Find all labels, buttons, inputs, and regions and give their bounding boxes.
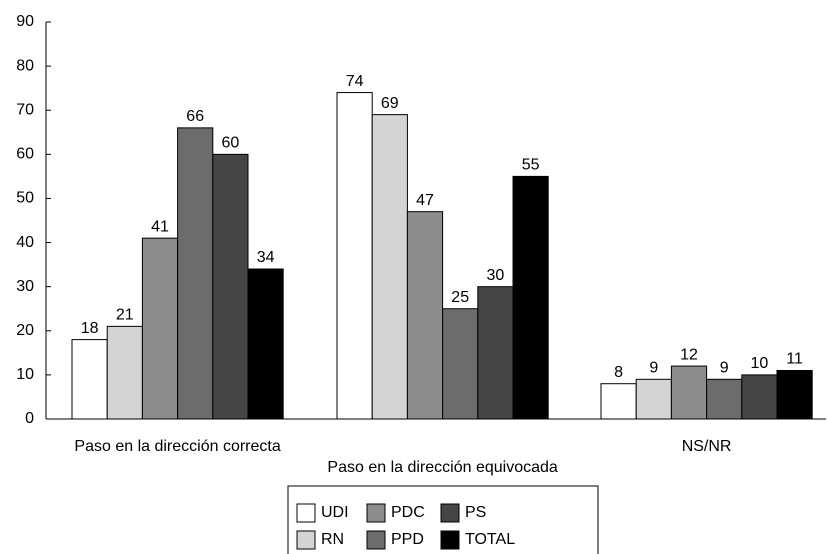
legend-swatch — [366, 503, 386, 523]
value-label: 21 — [116, 307, 134, 324]
value-label: 30 — [487, 267, 505, 284]
x-tick-label: Paso en la dirección correcta — [74, 438, 280, 455]
value-label: 41 — [151, 218, 169, 235]
value-label: 8 — [614, 364, 623, 381]
legend-label: TOTAL — [465, 531, 515, 548]
legend-swatch — [296, 530, 316, 550]
value-label: 66 — [186, 108, 204, 125]
bar — [600, 383, 637, 420]
bar — [71, 339, 108, 420]
bar — [406, 211, 444, 420]
bar — [141, 237, 179, 420]
value-label: 55 — [522, 157, 540, 174]
value-label: 10 — [751, 355, 769, 372]
value-label: 60 — [222, 135, 240, 152]
y-tick-label: 30 — [16, 278, 34, 295]
value-label: 9 — [649, 360, 658, 377]
x-tick-label: Paso en la dirección equivocada — [327, 459, 557, 476]
value-label: 34 — [257, 249, 275, 266]
value-label: 25 — [451, 289, 469, 306]
bar — [106, 325, 143, 420]
y-tick-label: 10 — [16, 366, 34, 383]
bar — [336, 92, 373, 420]
bar — [371, 114, 408, 420]
x-tick-label: NS/NR — [682, 438, 732, 455]
bar — [635, 378, 672, 420]
value-label: 47 — [416, 192, 434, 209]
bar — [741, 374, 778, 420]
y-tick-label: 70 — [16, 101, 34, 118]
bar — [212, 153, 249, 420]
y-tick-label: 50 — [16, 190, 34, 207]
bar — [670, 365, 708, 420]
legend-swatch — [440, 530, 460, 550]
value-label: 74 — [346, 73, 364, 90]
y-tick-label: 40 — [16, 234, 34, 251]
y-tick-label: 90 — [16, 13, 34, 30]
bar — [177, 127, 214, 420]
y-tick-label: 20 — [16, 322, 34, 339]
value-label: 11 — [786, 351, 803, 368]
value-label: 12 — [680, 346, 698, 363]
legend-swatch — [366, 530, 386, 550]
bar — [706, 378, 743, 420]
value-label: 9 — [720, 360, 729, 377]
legend-label: RN — [321, 531, 344, 548]
bar — [477, 286, 514, 420]
legend-label: PS — [465, 504, 486, 521]
legend-swatch — [296, 503, 316, 523]
value-label: 18 — [81, 320, 99, 337]
bar — [512, 175, 549, 420]
value-label: 69 — [381, 95, 399, 112]
bar — [247, 268, 284, 420]
legend-label: PPD — [391, 531, 424, 548]
legend-label: PDC — [391, 504, 425, 521]
legend-swatch — [440, 503, 460, 523]
bar — [442, 308, 479, 420]
legend-label: UDI — [321, 504, 349, 521]
y-tick-label: 0 — [25, 410, 34, 427]
bar — [776, 369, 813, 420]
y-tick-label: 60 — [16, 146, 34, 163]
y-tick-label: 80 — [16, 57, 34, 74]
